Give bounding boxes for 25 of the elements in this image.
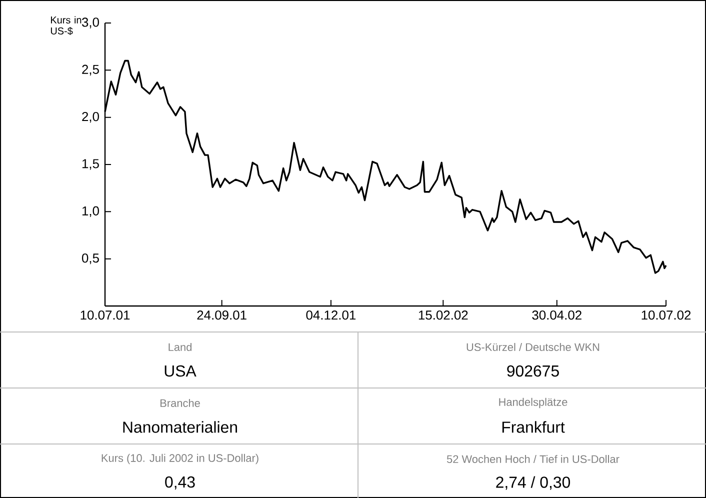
x-tick-label: 30.04.02 [532,310,582,320]
y-tick-label: 1,5 [82,159,99,170]
text: Nanomaterialien [123,421,237,433]
y-tick-label: 3,0 [82,18,99,28]
y-tick-label: 2,0 [82,112,99,123]
text: 52 Wochen Hoch / Tief in US-Dollar [446,454,620,464]
x-tick-label: 10.07.01 [80,310,130,320]
x-tick-label: 10.07.02 [642,310,691,320]
y-tick-label: 2,5 [82,64,99,76]
y-tick-label: 1,0 [82,206,99,217]
text: Branche [160,398,200,408]
text: Land [168,342,192,352]
text: 2,74 / 0,30 [496,476,570,490]
x-tick-label: 15.02.02 [418,310,468,320]
text: 902675 [507,365,559,377]
text: Frankfurt [502,421,565,433]
text: Kurs (10. Juli 2002 in US-Dollar) [102,454,258,464]
text: USA [164,365,196,377]
x-tick-label: 24.09.01 [197,310,246,320]
text: US-Kürzel / Deutsche WKN [466,342,600,352]
y-axis-title: Kurs in US-$ [50,16,82,36]
text: Handelsplätze [499,398,568,408]
text: 0,43 [165,476,195,490]
x-tick-label: 04.12.01 [306,310,356,320]
y-tick-label: 0,5 [82,253,99,264]
